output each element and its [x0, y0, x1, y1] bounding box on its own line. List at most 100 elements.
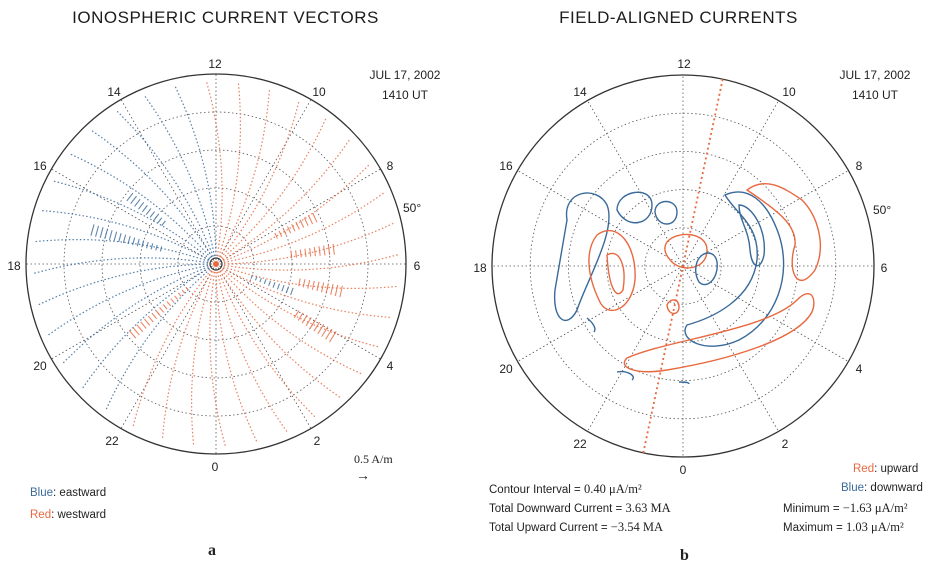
vector-arrow [307, 279, 311, 289]
vector-arrow [141, 205, 148, 213]
vector-arrow [145, 241, 149, 249]
current-contour [623, 293, 815, 373]
vector-arrow [293, 310, 300, 319]
hour-label-6: 6 [413, 259, 421, 273]
latitude-circle [101, 149, 331, 379]
vector-arrow [318, 246, 321, 256]
total-upward-current: Total Upward Current = −3.54 MA [489, 520, 663, 535]
meridian-line [682, 170, 849, 267]
pole-marker [209, 257, 223, 271]
legend-red-text: : westward [51, 509, 107, 521]
vector-arrow [327, 244, 331, 256]
minimum-value: −1.63 [842, 501, 872, 515]
hour-label-18: 18 [473, 261, 487, 275]
latitude-circle [568, 150, 798, 381]
vector-arrow [297, 312, 304, 321]
vector-arrow [330, 283, 334, 295]
legend-blue-label: Blue [841, 482, 865, 494]
scale-value: 0.5 A/m [354, 452, 393, 466]
vector-arrow [145, 208, 152, 215]
vector-arrow [161, 220, 166, 226]
vector-arrow [177, 292, 182, 297]
vector-arrow [113, 231, 118, 242]
maximum-value-row: Maximum = 1.03 μA/m² [783, 520, 904, 535]
vector-arrow [307, 215, 314, 225]
current-vector-spoke [144, 96, 216, 257]
contour-interval-value: 0.40 [583, 482, 606, 496]
vector-arrow [128, 330, 137, 339]
current-contour [694, 252, 718, 286]
latitude-label-50: 50° [403, 201, 422, 215]
vector-arrow [151, 312, 158, 320]
vector-arrow [309, 247, 312, 257]
hour-label-10: 10 [312, 85, 326, 99]
caption-a: a [208, 542, 216, 559]
downward-value: 3.63 MA [625, 501, 671, 515]
legend-red-label: Red [853, 463, 875, 475]
vector-arrow [313, 321, 321, 332]
current-contour [664, 233, 708, 269]
vector-arrow [140, 321, 147, 329]
hour-label-2: 2 [313, 434, 321, 448]
current-contour [738, 204, 766, 267]
meridian-line [587, 265, 684, 432]
vector-arrow [274, 232, 278, 239]
meridian-line [120, 99, 217, 265]
polar-plot-a [25, 73, 407, 455]
current-contour [666, 299, 680, 315]
hour-label-22: 22 [573, 437, 587, 451]
vector-arrow [303, 217, 309, 227]
vector-arrow [157, 217, 163, 224]
vector-arrow [311, 280, 315, 290]
upward-value: −3.54 MA [610, 520, 663, 534]
meridian-line [215, 168, 381, 265]
meridian-line [215, 263, 312, 429]
vector-arrow [305, 317, 312, 327]
vector-arrow [312, 212, 318, 223]
panel-ionospheric-current-vectors: IONOSPHERIC CURRENT VECTORS JUL 17, 2002… [0, 0, 467, 572]
hour-label-12: 12 [208, 57, 222, 71]
hour-label-14: 14 [573, 85, 587, 99]
current-vector-spoke [218, 271, 316, 418]
legend-blue-text: : eastward [53, 487, 107, 499]
meridian-line [51, 263, 217, 360]
vector-arrow [299, 249, 302, 258]
current-contour [553, 192, 610, 322]
contour-interval-unit: μA/m² [609, 482, 642, 496]
vector-arrow [126, 192, 134, 202]
vector-arrow [130, 195, 137, 205]
vector-arrow [141, 240, 145, 248]
polar-plot-b [491, 74, 875, 458]
vector-arrow [166, 301, 172, 307]
minimum-label: Minimum = [783, 503, 840, 515]
scale-arrow-icon: → [356, 469, 370, 484]
vector-arrow [290, 251, 293, 259]
current-vector-spoke [116, 110, 214, 257]
outer-circle [25, 73, 407, 455]
hour-label-20: 20 [33, 359, 47, 373]
hour-label-4: 4 [386, 359, 394, 373]
vector-arrow [159, 307, 165, 313]
outer-circle [491, 74, 875, 458]
vector-arrow [122, 234, 127, 244]
vector-arrow [325, 328, 333, 340]
vector-arrow [108, 230, 113, 241]
vector-arrow [313, 247, 316, 257]
current-vector-spoke [62, 266, 209, 364]
hour-label-2: 2 [781, 437, 789, 451]
current-vector-spoke [48, 264, 209, 336]
legend-eastward: Blue: eastward [30, 487, 106, 499]
vector-arrow [295, 221, 300, 230]
hour-label-0: 0 [211, 460, 219, 474]
hour-label-8: 8 [386, 159, 394, 173]
current-vector-spoke [162, 270, 213, 439]
current-contour [678, 381, 690, 385]
panel-a-title: IONOSPHERIC CURRENT VECTORS [72, 8, 379, 27]
hour-label-10: 10 [782, 85, 796, 99]
vector-arrow [332, 243, 335, 255]
hour-label-4: 4 [855, 362, 863, 376]
vector-arrow [301, 314, 308, 324]
vector-arrow [298, 278, 301, 287]
vector-arrow [134, 198, 141, 207]
current-vector-spoke [174, 86, 217, 257]
